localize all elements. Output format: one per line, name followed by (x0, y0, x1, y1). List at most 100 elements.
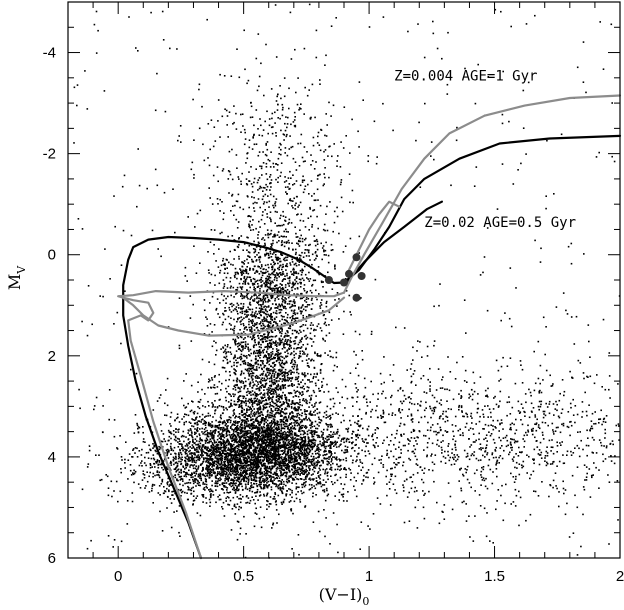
field-star-point (325, 417, 327, 419)
field-star-point (318, 461, 321, 463)
field-star-point (248, 409, 251, 411)
field-star-point (262, 408, 265, 410)
field-star-point (296, 402, 299, 404)
field-star-point (161, 440, 164, 443)
field-star-point (225, 351, 228, 354)
field-star-point (224, 350, 226, 352)
field-star-point (176, 437, 179, 440)
field-star-point (199, 442, 202, 445)
field-star-point (293, 467, 296, 470)
field-star-point (290, 436, 292, 439)
field-star-point (209, 468, 211, 470)
field-star-point (295, 336, 298, 338)
field-star-point (253, 414, 256, 416)
field-star-point (275, 509, 278, 511)
field-star-point (262, 456, 265, 459)
field-star-point (319, 440, 321, 443)
field-star-point (242, 419, 244, 421)
field-star-point (271, 445, 274, 448)
field-star-point (286, 405, 289, 408)
field-star-point (299, 457, 302, 460)
field-star-point (291, 432, 293, 435)
field-star-point (256, 464, 258, 467)
field-star-point (301, 427, 304, 429)
field-star-point (246, 388, 249, 390)
field-star-point (259, 414, 261, 417)
field-star-point (251, 426, 254, 429)
field-star-point (260, 486, 262, 488)
field-star-point (311, 425, 314, 428)
field-star-point (274, 402, 277, 405)
field-star-point (357, 452, 360, 455)
field-star-point (274, 416, 276, 418)
field-star-point (221, 472, 223, 474)
field-star-point (286, 434, 289, 436)
field-star-point (290, 369, 292, 372)
field-star-point (313, 391, 316, 394)
field-star-point (235, 379, 238, 382)
field-star-point (299, 452, 301, 454)
field-star-point (266, 310, 269, 313)
field-star-point (308, 453, 310, 455)
field-star-point (271, 476, 273, 478)
field-star-point (194, 431, 196, 434)
field-star-point (286, 350, 288, 352)
field-star-point (241, 478, 243, 480)
field-star-point (243, 359, 246, 362)
field-star-point (281, 450, 283, 452)
field-star-point (294, 340, 296, 342)
field-star-point (166, 482, 168, 484)
field-star-point (292, 446, 295, 449)
field-star-point (282, 401, 285, 403)
field-star-point (223, 473, 225, 475)
field-star-point (287, 450, 289, 452)
field-star-point (279, 421, 282, 423)
field-star-point (277, 356, 279, 358)
field-star-point (243, 464, 246, 467)
field-star-point (307, 379, 309, 381)
field-star-point (301, 465, 304, 468)
field-star-point (300, 281, 302, 284)
field-star-point (226, 362, 229, 365)
field-star-point (269, 439, 271, 441)
field-star-point (251, 453, 254, 455)
field-star-point (303, 440, 306, 442)
field-star-point (136, 422, 138, 425)
field-star-point (305, 413, 308, 416)
field-star-point (225, 435, 228, 437)
field-star-point (258, 387, 260, 389)
field-star-point (262, 448, 264, 450)
field-star-point (240, 402, 242, 405)
field-star-point (295, 457, 298, 460)
field-star-point (245, 453, 248, 455)
field-star-point (251, 467, 254, 470)
field-star-point (285, 434, 288, 436)
field-star-point (270, 295, 272, 297)
field-star-point (287, 439, 290, 441)
field-star-point (324, 449, 326, 452)
field-star-point (233, 433, 236, 436)
field-star-point (295, 455, 297, 458)
field-star-point (295, 295, 298, 298)
field-star-point (264, 442, 267, 444)
field-star-point (239, 363, 242, 366)
field-star-point (319, 390, 322, 392)
field-star-point (238, 406, 240, 408)
field-star-point (268, 416, 271, 418)
field-star-point (254, 474, 257, 476)
field-star-point (336, 366, 338, 368)
field-star-point (227, 449, 229, 451)
field-star-point (252, 434, 255, 436)
field-star-point (199, 438, 201, 441)
field-star-point (266, 482, 268, 484)
field-star-point (193, 412, 195, 415)
field-star-point (293, 432, 296, 434)
field-star-point (203, 420, 206, 422)
field-star-point (253, 400, 256, 403)
field-star-point (259, 385, 261, 388)
field-star-point (308, 406, 310, 408)
field-star-point (310, 474, 313, 476)
field-star-point (258, 317, 261, 319)
field-star-point (255, 495, 257, 497)
field-star-point (286, 420, 289, 423)
